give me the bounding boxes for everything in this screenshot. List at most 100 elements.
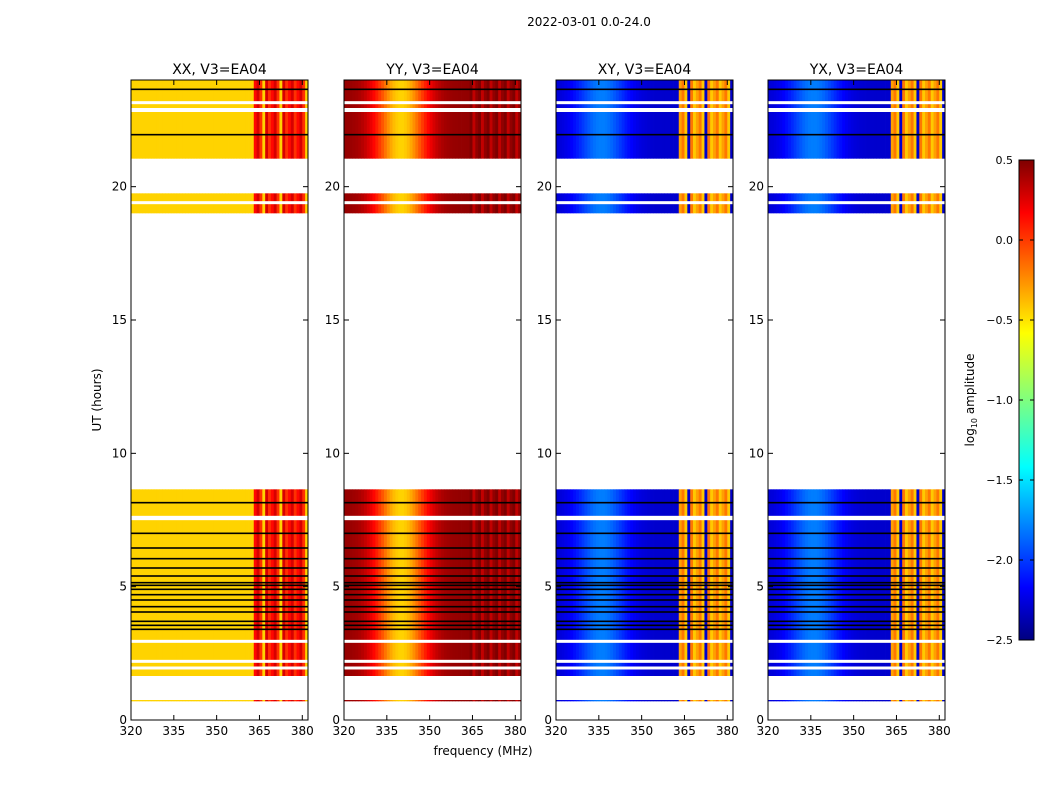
- heatmap-cell: [561, 700, 565, 702]
- heatmap-cell: [205, 80, 209, 108]
- heatmap-cell: [839, 80, 843, 108]
- heatmap-cell: [615, 80, 620, 108]
- heatmap-cell: [386, 80, 391, 108]
- heatmap-cell: [395, 700, 399, 702]
- heatmap-cell: [288, 80, 292, 108]
- gap-line: [768, 639, 945, 643]
- heatmap-cell: [922, 700, 926, 702]
- heatmap-cell: [290, 700, 295, 702]
- heatmap-cell: [290, 80, 295, 108]
- heatmap-cell: [296, 700, 300, 702]
- heatmap-cell: [684, 80, 688, 108]
- flag-line: [344, 532, 521, 535]
- x-tick-label: 335: [162, 724, 185, 738]
- heatmap-cell: [570, 700, 574, 702]
- heatmap-cell: [593, 80, 597, 108]
- gap-line: [344, 201, 521, 205]
- heatmap-cell: [782, 700, 786, 702]
- heatmap-cell: [819, 700, 823, 702]
- heatmap-cell: [584, 700, 588, 702]
- flag-line: [768, 624, 945, 627]
- gap-line: [556, 659, 733, 663]
- heatmap-cell: [810, 700, 815, 702]
- heatmap-cell: [421, 700, 425, 702]
- heatmap-cell: [498, 700, 502, 702]
- gap-line: [344, 101, 521, 105]
- heatmap-cell: [899, 80, 903, 108]
- heatmap-cell: [701, 80, 705, 108]
- heatmap-cell: [575, 80, 580, 108]
- flag-line: [768, 557, 945, 560]
- heatmap-cell: [412, 80, 416, 108]
- heatmap-cell: [856, 80, 860, 108]
- heatmap-cell: [882, 700, 886, 702]
- heatmap-cell: [182, 700, 186, 702]
- heatmap-cell: [230, 80, 235, 108]
- heatmap-cell: [587, 80, 591, 108]
- heatmap-cell: [455, 80, 459, 108]
- flag-line: [768, 575, 945, 577]
- heatmap-cell: [865, 80, 869, 108]
- heatmap-cell: [509, 700, 513, 702]
- heatmap-cell: [678, 80, 683, 108]
- colorbar-label: log10 amplitude: [963, 354, 979, 447]
- heatmap-cell: [461, 80, 465, 108]
- heatmap-cell: [193, 80, 198, 108]
- heatmap-cell: [463, 80, 468, 108]
- heatmap-cell: [770, 80, 775, 108]
- heatmap-cell: [927, 700, 932, 702]
- heatmap-cell: [707, 700, 711, 702]
- heatmap-cell: [833, 80, 837, 108]
- heatmap-cell: [770, 700, 775, 702]
- x-tick-label: 380: [504, 724, 527, 738]
- panel-title: XX, V3=EA04: [172, 62, 267, 78]
- heatmap-cell: [641, 80, 645, 108]
- heatmap-cell: [378, 80, 382, 108]
- heatmap-cell: [512, 700, 516, 702]
- heatmap-cell: [239, 80, 243, 108]
- heatmap-cell: [383, 80, 388, 108]
- heatmap-cell: [936, 700, 940, 702]
- flag-line: [344, 593, 521, 596]
- heatmap-body: [344, 80, 521, 702]
- heatmap-cell: [168, 80, 172, 108]
- gap-line: [131, 201, 308, 205]
- heatmap-cell: [827, 700, 832, 702]
- heatmap-cell: [199, 700, 203, 702]
- heatmap-cell: [426, 700, 431, 702]
- flag-line: [131, 624, 308, 627]
- heatmap-cell: [346, 700, 351, 702]
- heatmap-cell: [305, 80, 308, 108]
- y-tick-label: 5: [332, 580, 340, 594]
- flag-line: [131, 501, 308, 504]
- flag-line: [344, 599, 521, 601]
- heatmap-cell: [827, 80, 832, 108]
- heatmap-cell: [162, 700, 166, 702]
- x-tick-label: 350: [630, 724, 653, 738]
- gap-line: [131, 666, 308, 670]
- y-tick-label: 20: [537, 180, 552, 194]
- heatmap-cell: [230, 700, 235, 702]
- heatmap-cell: [607, 700, 611, 702]
- heatmap-cell: [842, 80, 846, 108]
- heatmap-cell: [845, 80, 849, 108]
- heatmap-cell: [173, 80, 178, 108]
- heatmap-cell: [196, 700, 200, 702]
- heatmap-cell: [675, 80, 680, 108]
- flag-line: [344, 584, 521, 587]
- heatmap-cell: [715, 700, 720, 702]
- flag-line: [131, 599, 308, 601]
- colorbar-tick-label: −0.5: [986, 314, 1013, 327]
- heatmap-cell: [219, 700, 223, 702]
- heatmap-cell: [567, 700, 571, 702]
- heatmap-cell: [604, 80, 608, 108]
- x-axis-label: frequency (MHz): [433, 744, 532, 758]
- heatmap-cell: [942, 80, 945, 108]
- heatmap-cell: [512, 80, 516, 108]
- flag-line: [131, 605, 308, 608]
- heatmap-cell: [202, 700, 206, 702]
- heatmap-cell: [575, 700, 580, 702]
- heatmap-cell: [790, 700, 795, 702]
- y-tick-label: 15: [112, 313, 127, 327]
- heatmap-cell: [856, 700, 860, 702]
